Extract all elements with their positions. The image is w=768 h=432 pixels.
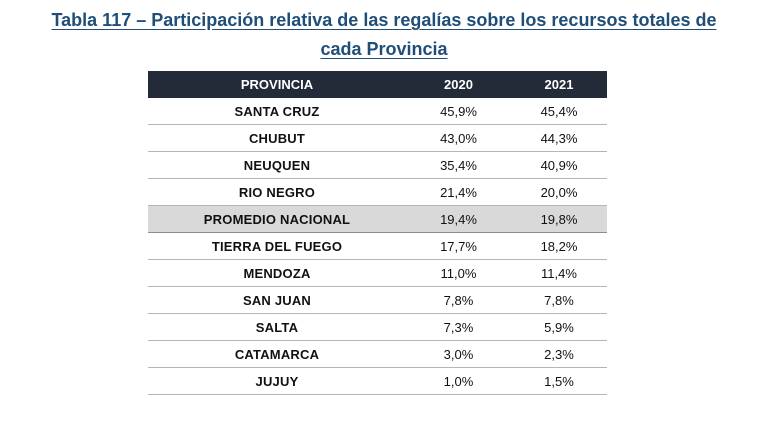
province-cell: CATAMARCA [148, 340, 406, 368]
table-row: CHUBUT 43,0% 44,3% [148, 124, 607, 152]
province-cell: RIO NEGRO [148, 178, 406, 206]
province-cell: TIERRA DEL FUEGO [148, 232, 406, 260]
table-row: SANTA CRUZ 45,9% 45,4% [148, 98, 607, 125]
value-2020-cell: 7,8% [406, 286, 511, 314]
value-2020-cell: 45,9% [406, 98, 511, 125]
value-2020-cell: 1,0% [406, 367, 511, 395]
value-2020-cell: 17,7% [406, 232, 511, 260]
royalties-table: PROVINCIA 2020 2021 SANTA CRUZ 45,9% 45,4%… [148, 71, 607, 395]
province-cell: MENDOZA [148, 259, 406, 287]
table-row: MENDOZA 11,0% 11,4% [148, 259, 607, 287]
table-row: SAN JUAN 7,8% 7,8% [148, 286, 607, 314]
header-provincia: PROVINCIA [148, 71, 406, 98]
province-cell: SANTA CRUZ [148, 98, 406, 125]
value-2020-cell: 35,4% [406, 151, 511, 179]
value-2020-cell: 19,4% [406, 205, 511, 233]
province-cell: JUJUY [148, 367, 406, 395]
header-2021: 2021 [511, 71, 607, 98]
value-2020-cell: 21,4% [406, 178, 511, 206]
value-2021-cell: 2,3% [511, 340, 607, 368]
province-cell: CHUBUT [148, 124, 406, 152]
value-2020-cell: 3,0% [406, 340, 511, 368]
value-2021-cell: 44,3% [511, 124, 607, 152]
table-header-row: PROVINCIA 2020 2021 [148, 71, 607, 98]
value-2021-cell: 1,5% [511, 367, 607, 395]
province-cell: SAN JUAN [148, 286, 406, 314]
value-2020-cell: 7,3% [406, 313, 511, 341]
table-title: Tabla 117 – Participación relativa de la… [0, 6, 768, 64]
table-title-line-2: cada Provincia [320, 39, 448, 59]
value-2021-cell: 40,9% [511, 151, 607, 179]
value-2021-cell: 11,4% [511, 259, 607, 287]
province-cell: NEUQUEN [148, 151, 406, 179]
value-2021-cell: 7,8% [511, 286, 607, 314]
value-2021-cell: 20,0% [511, 178, 607, 206]
header-2020: 2020 [406, 71, 511, 98]
table-body: SANTA CRUZ 45,9% 45,4% CHUBUT 43,0% 44,3% NEUQ… [148, 98, 607, 395]
value-2020-cell: 43,0% [406, 124, 511, 152]
table-row-average: PROMEDIO NACIONAL 19,4% 19,8% [148, 205, 607, 233]
value-2020-cell: 11,0% [406, 259, 511, 287]
value-2021-cell: 5,9% [511, 313, 607, 341]
table-row: TIERRA DEL FUEGO 17,7% 18,2% [148, 232, 607, 260]
table-row: SALTA 7,3% 5,9% [148, 313, 607, 341]
value-2021-cell: 45,4% [511, 98, 607, 125]
province-cell: SALTA [148, 313, 406, 341]
table-row: JUJUY 1,0% 1,5% [148, 367, 607, 395]
value-2021-cell: 19,8% [511, 205, 607, 233]
table-row: CATAMARCA 3,0% 2,3% [148, 340, 607, 368]
table-title-line-1: Tabla 117 – Participación relativa de la… [51, 10, 717, 30]
value-2021-cell: 18,2% [511, 232, 607, 260]
province-cell: PROMEDIO NACIONAL [148, 205, 406, 233]
table-row: NEUQUEN 35,4% 40,9% [148, 151, 607, 179]
table-row: RIO NEGRO 21,4% 20,0% [148, 178, 607, 206]
